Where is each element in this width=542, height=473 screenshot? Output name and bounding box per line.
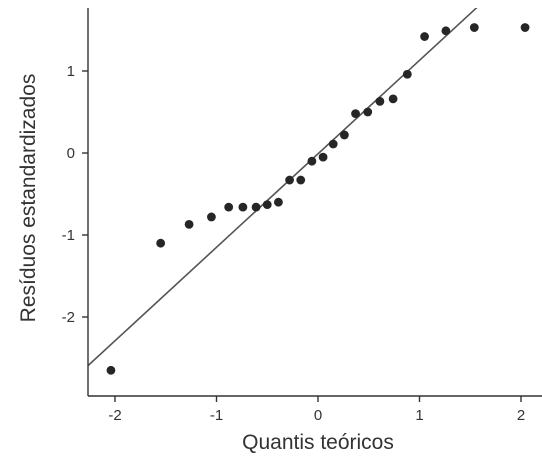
- x-tick-label: -2: [108, 407, 121, 424]
- axes: -2 -1 0 1 2 -2 -1 0 1: [62, 8, 542, 424]
- data-point: [238, 202, 248, 212]
- reference-line: [88, 8, 478, 367]
- data-point: [388, 94, 398, 104]
- data-point: [375, 96, 385, 106]
- data-point: [224, 202, 234, 212]
- data-point: [207, 212, 216, 222]
- data-point: [520, 23, 530, 32]
- x-tick-label: 0: [314, 407, 322, 424]
- data-point: [363, 107, 373, 117]
- data-point: [351, 109, 360, 119]
- x-tick-label: -1: [210, 407, 223, 424]
- data-point: [328, 139, 338, 149]
- data-point: [106, 365, 116, 375]
- data-point: [262, 200, 272, 210]
- x-tick-label: 2: [517, 407, 525, 424]
- data-point: [339, 130, 349, 140]
- data-point: [285, 175, 294, 185]
- data-point: [296, 175, 306, 185]
- data-point: [441, 26, 451, 36]
- data-point: [251, 202, 261, 212]
- data-point: [318, 152, 328, 162]
- data-point: [274, 197, 283, 207]
- y-tick-label: -2: [62, 309, 75, 326]
- y-axis-title: Resíduos estandardizados: [17, 74, 40, 323]
- data-point: [156, 238, 166, 248]
- y-tick-label: 0: [67, 145, 75, 162]
- data-point: [402, 69, 412, 79]
- data-point: [469, 23, 479, 32]
- data-point: [307, 156, 317, 166]
- y-tick-label: -1: [62, 227, 75, 244]
- plot-area: [88, 8, 530, 375]
- x-tick-label: 1: [415, 407, 423, 424]
- y-tick-label: 1: [67, 63, 75, 80]
- data-point: [184, 219, 194, 229]
- data-point: [420, 32, 429, 41]
- x-axis-title: Quantis teóricos: [242, 431, 394, 454]
